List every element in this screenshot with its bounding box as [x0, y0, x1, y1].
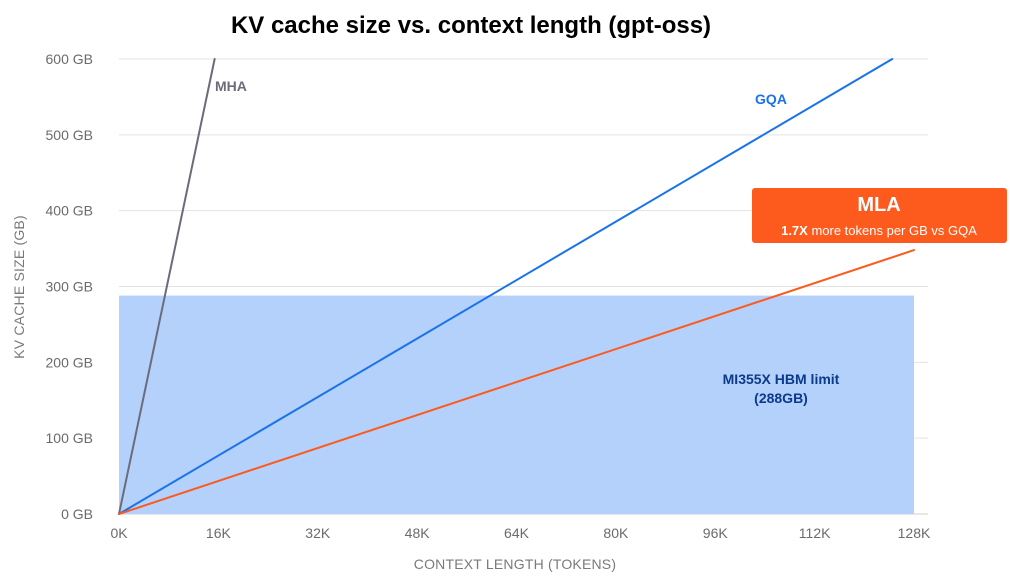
- x-tick-label: 96K: [703, 525, 729, 541]
- x-tick-label: 80K: [603, 525, 629, 541]
- hbm-limit-label: MI355X HBM limit: [723, 371, 840, 387]
- y-tick-label: 100 GB: [46, 430, 93, 446]
- series-label-gqa: GQA: [755, 91, 787, 107]
- callout-text: more tokens per GB vs GQA: [808, 223, 977, 238]
- y-axis-ticks: 0 GB 100 GB 200 GB 300 GB 400 GB 500 GB 600 GB: [46, 51, 93, 522]
- y-axis-title: KV CACHE SIZE (GB): [11, 215, 27, 359]
- y-tick-label: 500 GB: [46, 127, 93, 143]
- series-line-mha: [118, 58, 216, 515]
- x-tick-label: 128K: [898, 525, 931, 541]
- y-tick-label: 0 GB: [61, 506, 93, 522]
- x-axis-ticks: 0K 16K 32K 48K 64K 80K 96K 112K 128K: [110, 525, 931, 541]
- series-line-gqa: [118, 58, 894, 515]
- callout-title: MLA: [857, 194, 900, 216]
- hbm-limit-rect: [119, 295, 914, 514]
- callout-box: [752, 188, 1007, 243]
- y-tick-label: 300 GB: [46, 279, 93, 295]
- mla-callout: MLA 1.7X more tokens per GB vs GQA: [752, 188, 1007, 243]
- hbm-limit-value: (288GB): [754, 390, 808, 406]
- callout-highlight: 1.7X: [781, 223, 808, 238]
- x-tick-label: 64K: [504, 525, 530, 541]
- y-tick-label: 400 GB: [46, 203, 93, 219]
- series-lines: [118, 58, 915, 515]
- x-axis-title: CONTEXT LENGTH (TOKENS): [414, 556, 616, 572]
- series-line-mla: [118, 249, 915, 515]
- y-tick-label: 600 GB: [46, 51, 93, 67]
- x-tick-label: 32K: [305, 525, 331, 541]
- y-tick-label: 200 GB: [46, 354, 93, 370]
- x-tick-label: 48K: [405, 525, 431, 541]
- chart-title: KV cache size vs. context length (gpt-os…: [231, 12, 711, 39]
- series-labels: MHA GQA: [215, 78, 787, 107]
- x-tick-label: 112K: [799, 525, 831, 541]
- callout-subtitle: 1.7X more tokens per GB vs GQA: [781, 223, 977, 238]
- series-label-mha: MHA: [215, 78, 247, 94]
- x-tick-label: 0K: [110, 525, 128, 541]
- x-tick-label: 16K: [206, 525, 232, 541]
- hbm-limit-band: MI355X HBM limit (288GB): [119, 295, 914, 514]
